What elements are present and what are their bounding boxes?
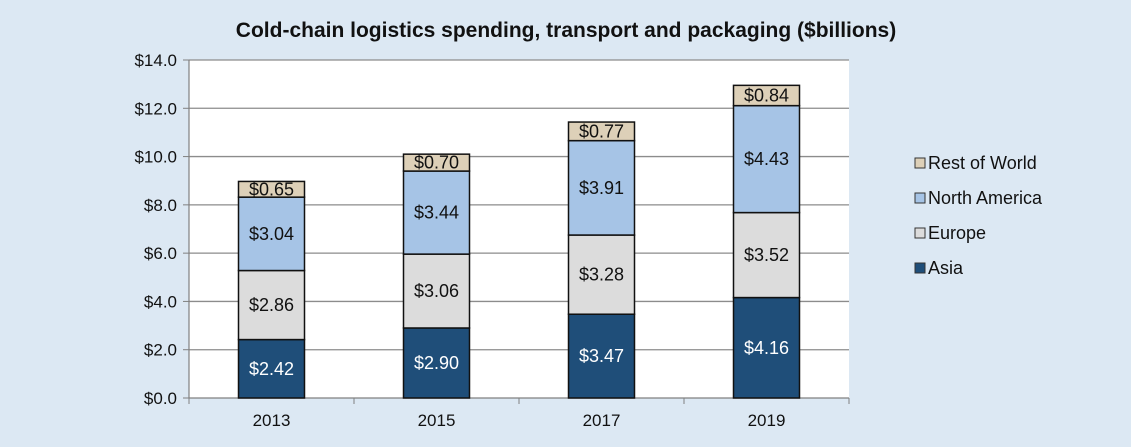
x-tick-label: 2019 — [748, 411, 786, 430]
data-label: $3.52 — [744, 245, 789, 265]
y-tick-label: $4.0 — [144, 292, 177, 311]
data-label: $0.65 — [249, 179, 294, 199]
bar-segment-north-america — [567, 139, 636, 236]
data-label: $0.77 — [579, 121, 624, 141]
data-label: $3.28 — [579, 265, 624, 285]
y-tick-label: $12.0 — [134, 99, 177, 118]
legend-swatch — [914, 192, 926, 204]
y-tick-label: $0.0 — [144, 389, 177, 408]
y-tick-label: $10.0 — [134, 148, 177, 167]
bars: $2.42 $2.86 $3.04 $0.65 $2.90 $3.06 $3.44 $0.70… — [237, 84, 801, 399]
bar-segment-asia — [567, 313, 636, 399]
legend-label: Europe — [928, 223, 986, 243]
bar-segment-europe — [402, 253, 471, 329]
legend-label: Rest of World — [928, 153, 1037, 173]
data-label: $0.70 — [414, 153, 459, 173]
x-tick-label: 2017 — [583, 411, 621, 430]
legend-label: Asia — [928, 258, 964, 278]
bar-segment-asia — [237, 338, 306, 399]
bar-segment-asia — [732, 296, 801, 399]
data-label: $2.90 — [414, 353, 459, 373]
y-tick-label: $6.0 — [144, 244, 177, 263]
bar-segment-rest-of-world — [732, 84, 801, 107]
data-label: $3.06 — [414, 281, 459, 301]
bar-segment-north-america — [237, 196, 306, 272]
data-label: $2.42 — [249, 359, 294, 379]
data-label: $0.84 — [744, 85, 789, 105]
bar-segment-europe — [567, 234, 636, 315]
chart-title: Cold-chain logistics spending, transport… — [236, 19, 896, 42]
legend-swatch — [914, 262, 926, 274]
bar-segment-rest-of-world — [567, 121, 636, 142]
legend-label: North America — [928, 188, 1043, 208]
bar-segment-rest-of-world — [237, 180, 306, 198]
bar-segment-north-america — [732, 104, 801, 214]
bar-segment-rest-of-world — [402, 153, 471, 172]
y-tick-label: $14.0 — [134, 51, 177, 70]
axes: $0.0 $2.0 $4.0 $6.0 $8.0 $10.0 $12.0 $14.0 2013 2… — [134, 51, 850, 430]
legend-swatch — [914, 157, 926, 169]
x-tick-label: 2015 — [418, 411, 456, 430]
bar-segment-europe — [732, 211, 801, 299]
data-label: $4.43 — [744, 149, 789, 169]
data-label: $3.44 — [414, 203, 459, 223]
legend-swatch — [914, 227, 926, 239]
bar-segment-europe — [237, 269, 306, 341]
legend: Rest of World North America Europe Asia — [914, 153, 1043, 278]
data-label: $3.04 — [249, 224, 294, 244]
bar-segment-asia — [402, 327, 471, 399]
x-tick-label: 2013 — [253, 411, 291, 430]
data-label: $2.86 — [249, 295, 294, 315]
data-label: $3.91 — [579, 178, 624, 198]
data-label: $3.47 — [579, 346, 624, 366]
y-tick-label: $8.0 — [144, 196, 177, 215]
y-tick-label: $2.0 — [144, 341, 177, 360]
data-label: $4.16 — [744, 338, 789, 358]
